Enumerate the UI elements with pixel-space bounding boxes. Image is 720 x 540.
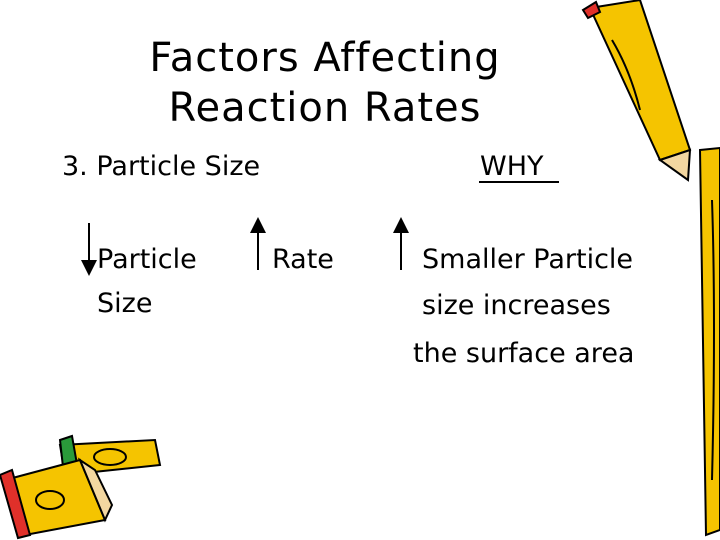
- title-line: Factors Affecting: [149, 35, 501, 81]
- item-line: Particle: [97, 244, 197, 275]
- item-line: the surface area: [413, 338, 635, 369]
- pencil-icon: [581, 0, 692, 182]
- pencil-icon: [698, 146, 720, 537]
- item-line: Smaller Particle: [422, 244, 634, 275]
- title-line: Reaction Rates: [168, 85, 482, 131]
- heading: WHY: [480, 151, 544, 182]
- item-line: Size: [97, 288, 153, 319]
- pencil-icon: [0, 457, 114, 540]
- item-line: size increases: [422, 290, 611, 321]
- item-line: Rate: [272, 244, 334, 275]
- heading: 3. Particle Size: [62, 151, 261, 182]
